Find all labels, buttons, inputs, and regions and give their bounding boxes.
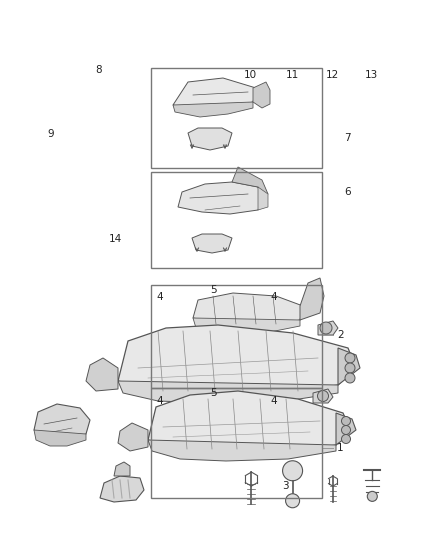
Text: 9: 9 xyxy=(47,130,54,139)
Circle shape xyxy=(320,322,332,334)
Polygon shape xyxy=(148,440,336,461)
Polygon shape xyxy=(258,187,268,210)
Polygon shape xyxy=(318,321,338,335)
Text: 2: 2 xyxy=(337,330,344,340)
Bar xyxy=(151,285,322,388)
Polygon shape xyxy=(336,413,356,445)
Text: 13: 13 xyxy=(365,70,378,79)
Text: 4: 4 xyxy=(156,293,163,302)
Polygon shape xyxy=(173,102,253,117)
Polygon shape xyxy=(118,423,148,451)
Bar xyxy=(151,388,322,498)
Polygon shape xyxy=(34,430,86,446)
Polygon shape xyxy=(34,404,90,440)
Text: 7: 7 xyxy=(344,133,350,142)
Text: 4: 4 xyxy=(270,293,277,302)
Polygon shape xyxy=(148,391,350,453)
Polygon shape xyxy=(188,128,232,150)
Polygon shape xyxy=(100,476,144,502)
Polygon shape xyxy=(300,278,324,320)
Polygon shape xyxy=(86,358,118,391)
Text: 4: 4 xyxy=(156,396,163,406)
Polygon shape xyxy=(253,82,270,108)
Text: 4: 4 xyxy=(270,396,277,406)
Polygon shape xyxy=(114,462,130,476)
Circle shape xyxy=(342,434,350,443)
Polygon shape xyxy=(193,293,303,326)
Bar xyxy=(151,68,322,168)
Text: 3: 3 xyxy=(283,481,289,491)
Text: 5: 5 xyxy=(210,389,217,398)
Circle shape xyxy=(342,425,350,434)
Polygon shape xyxy=(118,325,356,393)
Text: 12: 12 xyxy=(325,70,339,79)
Text: 6: 6 xyxy=(344,187,350,197)
Polygon shape xyxy=(192,234,232,253)
Circle shape xyxy=(342,416,350,425)
Circle shape xyxy=(286,494,300,508)
Text: 8: 8 xyxy=(95,66,102,75)
Circle shape xyxy=(345,353,355,363)
Circle shape xyxy=(283,461,303,481)
Text: 1: 1 xyxy=(337,443,344,453)
Polygon shape xyxy=(313,389,333,403)
Polygon shape xyxy=(178,182,262,214)
Circle shape xyxy=(318,391,328,401)
Text: 11: 11 xyxy=(286,70,299,79)
Text: 5: 5 xyxy=(210,286,217,295)
Polygon shape xyxy=(193,318,300,334)
Text: 14: 14 xyxy=(109,234,122,244)
Circle shape xyxy=(345,363,355,373)
Bar xyxy=(151,172,322,268)
Polygon shape xyxy=(338,348,360,385)
Text: 10: 10 xyxy=(244,70,257,79)
Circle shape xyxy=(345,373,355,383)
Polygon shape xyxy=(173,78,256,110)
Polygon shape xyxy=(118,381,338,403)
Circle shape xyxy=(367,491,377,502)
Polygon shape xyxy=(232,167,268,200)
